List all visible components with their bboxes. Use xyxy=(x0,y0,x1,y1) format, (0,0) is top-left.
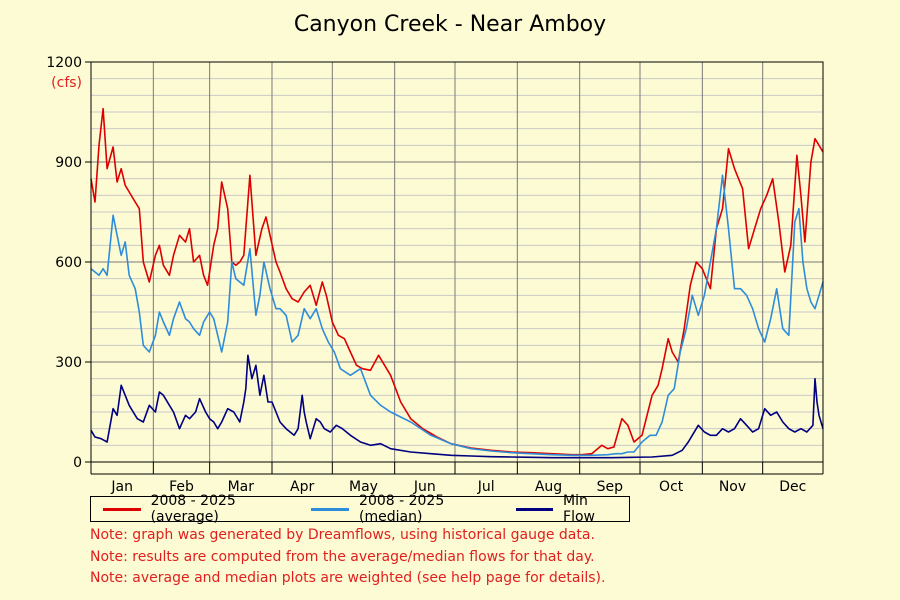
note-line: Note: graph was generated by Dreamflows,… xyxy=(90,527,595,543)
legend-swatch-min-flow xyxy=(515,507,554,511)
legend: 2008 - 2025 (average) 2008 - 2025 (media… xyxy=(90,493,630,525)
y-tick-label: 1200 xyxy=(46,55,82,71)
legend-label-median: 2008 - 2025 (median) xyxy=(359,493,445,525)
x-tick-label: Feb xyxy=(169,479,194,495)
x-tick-label: Jun xyxy=(413,479,436,495)
note-line: Note: average and median plots are weigh… xyxy=(90,570,606,586)
legend-label-average: 2008 - 2025 (average) xyxy=(150,493,236,525)
y-tick-label: 0 xyxy=(73,455,82,471)
x-tick-label: May xyxy=(349,479,378,495)
legend-swatch-average xyxy=(103,507,141,511)
series-line-average xyxy=(90,107,824,456)
y-tick-label: 900 xyxy=(55,155,82,171)
x-tick-label: Oct xyxy=(659,479,684,495)
x-tick-label: Jul xyxy=(477,479,495,495)
legend-label-min-flow: Min Flow xyxy=(563,493,596,525)
series-lines xyxy=(90,107,824,459)
y-tick-label: 300 xyxy=(55,355,82,371)
legend-item-average: 2008 - 2025 (average) xyxy=(103,493,285,525)
y-axis: 0 300 600 900 1200 (cfs) xyxy=(46,55,91,471)
minor-grid xyxy=(91,78,823,446)
series-line-median xyxy=(90,174,824,457)
x-axis: Jan Feb Mar Apr May Jun Jul Aug Sep Oct Nov Dec xyxy=(90,462,824,495)
x-tick-label: Aug xyxy=(535,479,562,495)
x-tick-label: Apr xyxy=(290,479,314,495)
x-tick-label: Dec xyxy=(779,479,806,495)
notes: Note: graph was generated by Dreamflows,… xyxy=(90,525,605,590)
legend-swatch-median xyxy=(311,507,350,511)
x-tick-label: Jan xyxy=(110,479,133,495)
x-tick-label: Sep xyxy=(597,479,624,495)
y-tick-label: 600 xyxy=(55,255,82,271)
x-tick-label: Mar xyxy=(228,479,255,495)
note-line: Note: results are computed from the aver… xyxy=(90,548,595,565)
y-unit-label: (cfs) xyxy=(51,75,82,91)
legend-item-min-flow: Min Flow xyxy=(515,493,615,525)
chart-title: Canyon Creek - Near Amboy xyxy=(293,12,607,37)
x-tick-label: Nov xyxy=(719,479,746,495)
major-grid xyxy=(91,161,823,363)
legend-item-median: 2008 - 2025 (median) xyxy=(311,493,489,525)
series-line-min-flow xyxy=(90,354,824,459)
